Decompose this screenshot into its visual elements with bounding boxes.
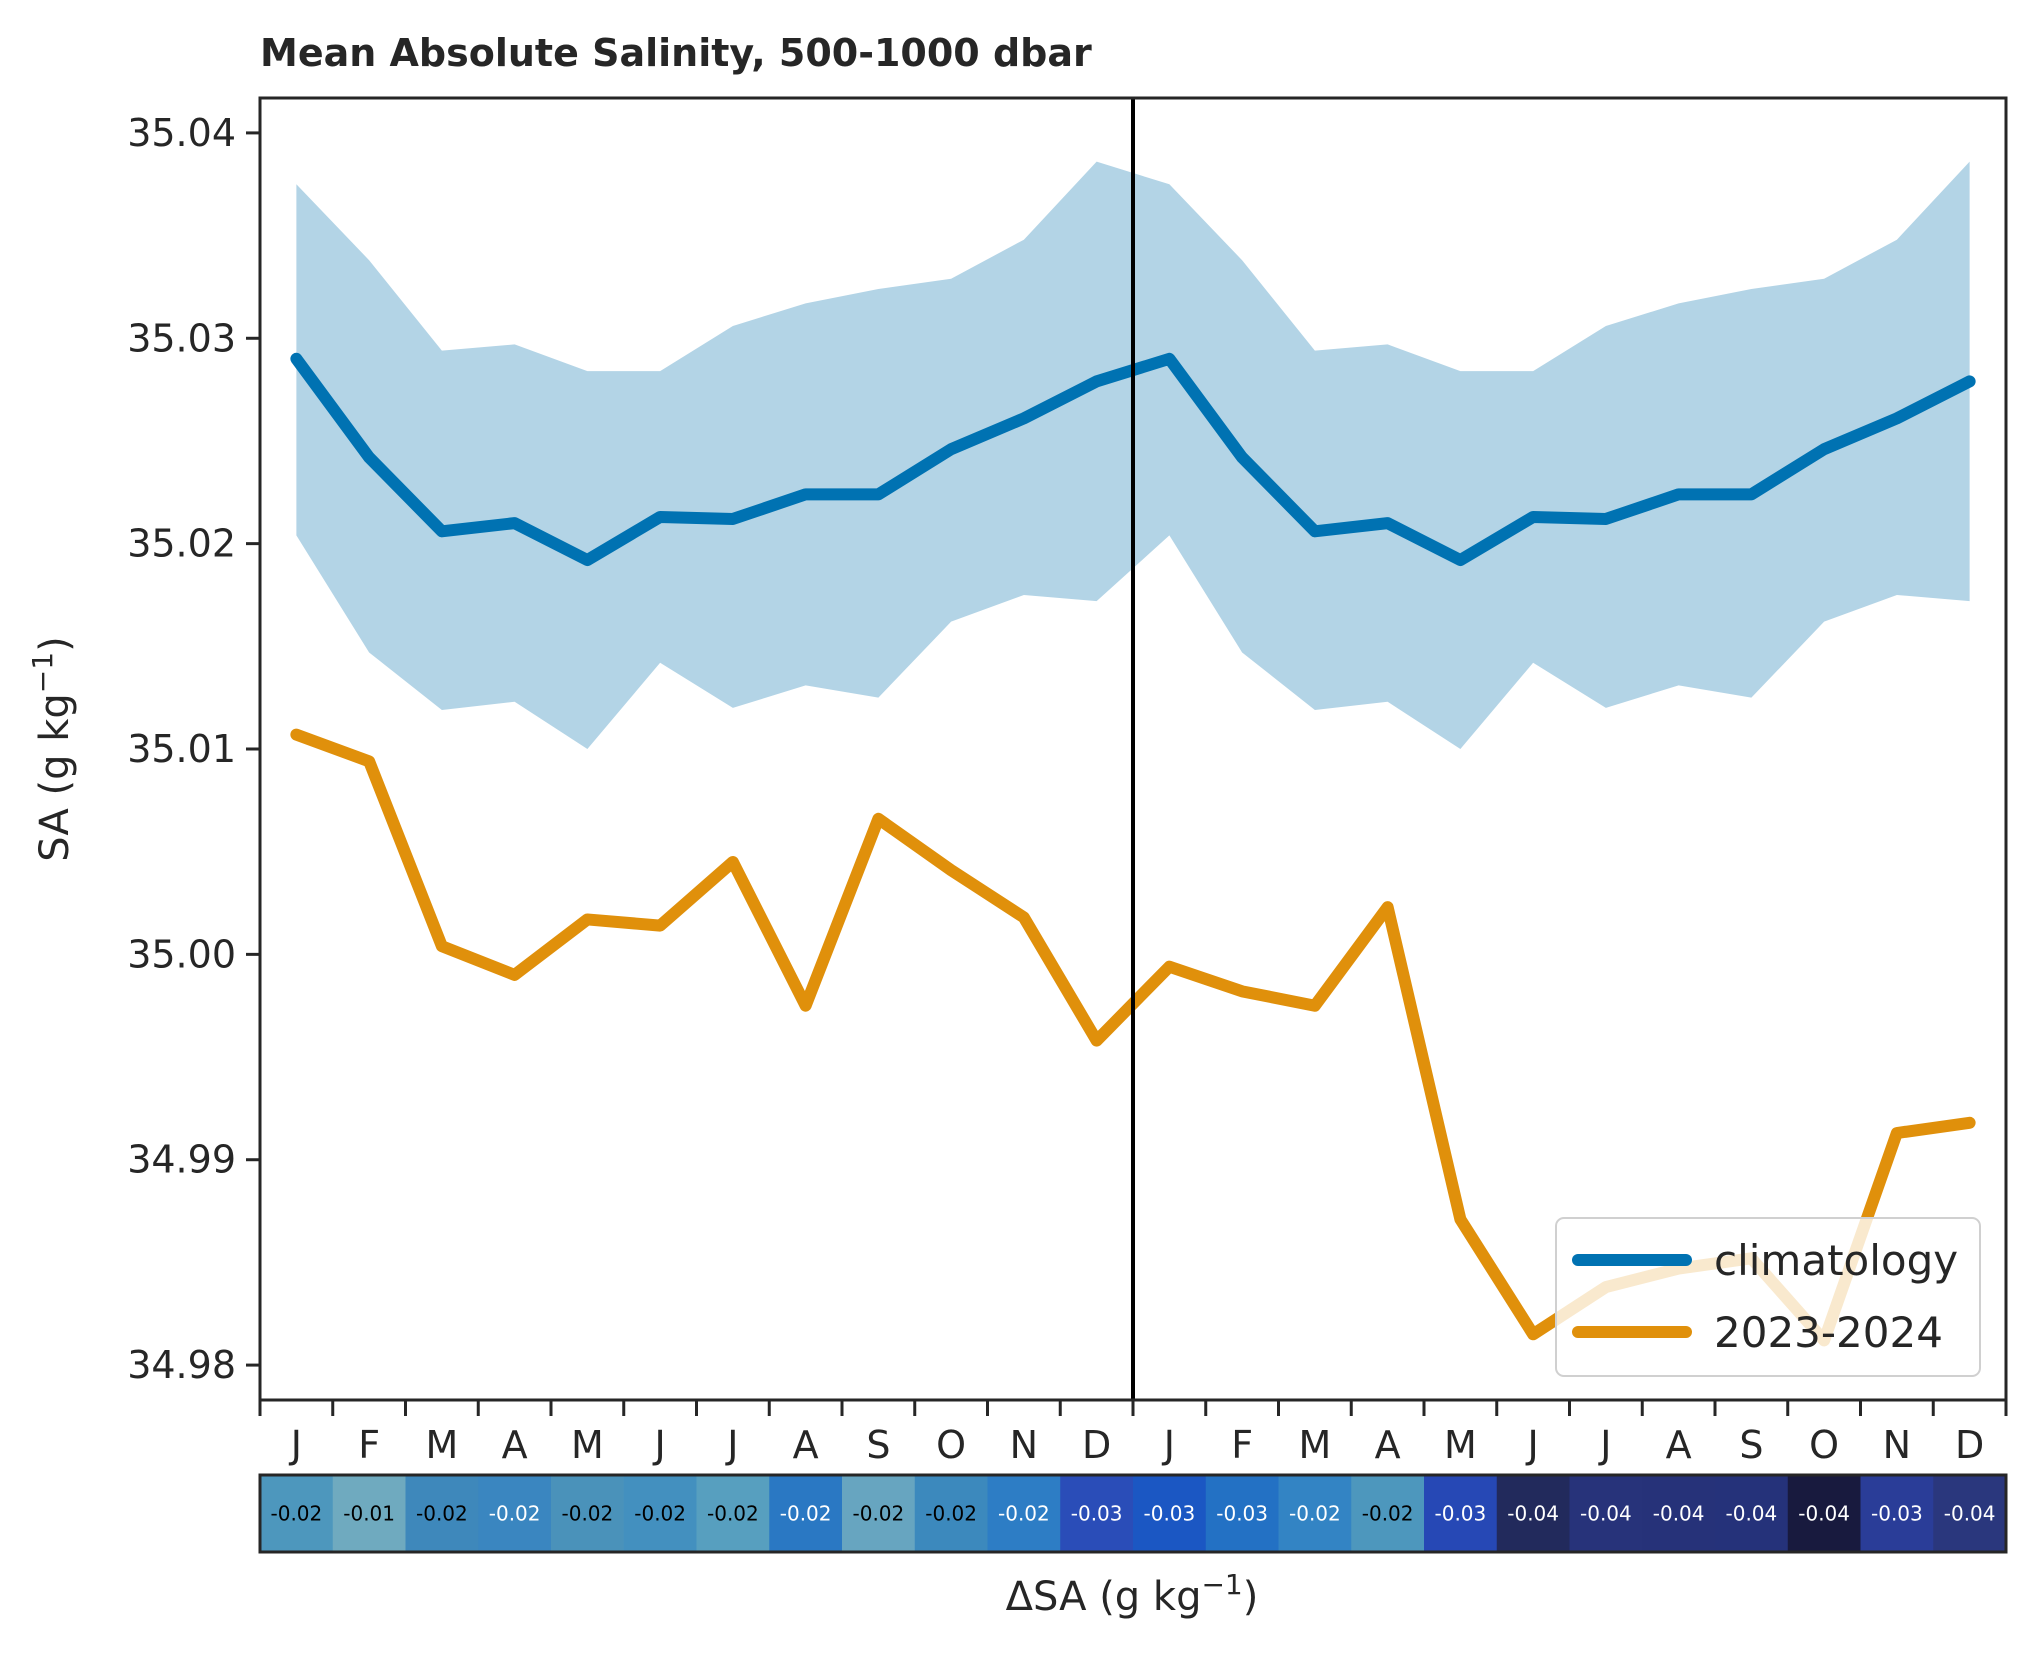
y-tick-label: 35.00: [127, 932, 236, 976]
x-tick-label: M: [571, 1423, 604, 1467]
delta-cell-label: -0.02: [925, 1502, 977, 1526]
delta-axis-label-superscript: −1: [1201, 1568, 1242, 1601]
legend-label: 2023-2024: [1714, 1308, 1943, 1357]
y-axis: 34.98 34.99 35.00 35.01 35.02 35.03 35.04: [127, 111, 260, 1387]
x-tick-label: J: [289, 1423, 302, 1467]
delta-cell: [1205, 1475, 1279, 1552]
x-tick-label: M: [1444, 1423, 1477, 1467]
delta-cell: [769, 1475, 843, 1552]
delta-cell-label: -0.02: [271, 1502, 323, 1526]
x-tick-label: A: [1375, 1423, 1401, 1467]
x-tick-label: M: [1298, 1423, 1331, 1467]
delta-cell: [1496, 1475, 1570, 1552]
delta-cell-label: -0.03: [1435, 1502, 1487, 1526]
y-tick-label: 35.02: [127, 522, 236, 566]
delta-axis-label-base: ΔSA (g kg: [1006, 1574, 1202, 1620]
x-tick-label: N: [1010, 1423, 1038, 1467]
delta-cell: [551, 1475, 625, 1552]
delta-axis-label: ΔSA (g kg−1): [1006, 1568, 1259, 1620]
legend-items: climatology 2023-2024: [1572, 1236, 1958, 1357]
x-tick-label: A: [1666, 1423, 1692, 1467]
delta-cell: [1933, 1475, 2007, 1552]
delta-strip-frame: [258, 1473, 2008, 1554]
x-tick-label: J: [1162, 1423, 1175, 1467]
delta-cell: [1569, 1475, 1643, 1552]
delta-cell: [478, 1475, 552, 1552]
x-tick-label: D: [1082, 1423, 1111, 1467]
delta-cell-label: -0.02: [562, 1502, 614, 1526]
delta-cell: [260, 1475, 334, 1552]
x-tick-label: A: [502, 1423, 528, 1467]
delta-cell: [696, 1475, 770, 1552]
x-tick-label: A: [793, 1423, 819, 1467]
x-tick-label: D: [1955, 1423, 1984, 1467]
delta-cell: [1133, 1475, 1207, 1552]
delta-cell: [1642, 1475, 1716, 1552]
delta-cell-label: -0.02: [780, 1502, 832, 1526]
delta-cell: [1424, 1475, 1498, 1552]
delta-cell: [332, 1475, 406, 1552]
x-tick-label: J: [725, 1423, 738, 1467]
delta-cell: [1351, 1475, 1425, 1552]
delta-cell: [1060, 1475, 1134, 1552]
x-tick-label: J: [653, 1423, 666, 1467]
x-tick-label: M: [425, 1423, 458, 1467]
delta-cell-label: -0.04: [1944, 1502, 1996, 1526]
delta-cell: [623, 1475, 697, 1552]
y-axis-label: SA (g kg−1): [26, 636, 78, 861]
x-tick-label: F: [1231, 1423, 1253, 1467]
legend: climatology 2023-2024: [1555, 1217, 1981, 1377]
legend-label: climatology: [1714, 1236, 1958, 1285]
x-tick-label: J: [1526, 1423, 1539, 1467]
plot-area: [258, 96, 2008, 1402]
delta-cell-label: -0.02: [853, 1502, 905, 1526]
delta-cell-label: -0.03: [1871, 1502, 1923, 1526]
delta-cell-label: -0.03: [1216, 1502, 1268, 1526]
delta-cell-label: -0.04: [1798, 1502, 1850, 1526]
delta-cell-label: -0.02: [634, 1502, 686, 1526]
delta-cell-label: -0.02: [1362, 1502, 1414, 1526]
delta-cell-label: -0.02: [489, 1502, 541, 1526]
delta-cell: [1278, 1475, 1352, 1552]
delta-cell-label: -0.02: [707, 1502, 759, 1526]
delta-cell-label: -0.03: [1071, 1502, 1123, 1526]
delta-cell: [987, 1475, 1061, 1552]
x-tick-label: N: [1883, 1423, 1911, 1467]
x-tick-label: O: [936, 1423, 966, 1467]
delta-axis-label-end: ): [1243, 1574, 1259, 1620]
y-tick-label: 35.01: [127, 727, 236, 771]
delta-cell-label: -0.02: [998, 1502, 1050, 1526]
delta-cell: [405, 1475, 479, 1552]
delta-cell-label: -0.02: [416, 1502, 468, 1526]
delta-cell-label: -0.04: [1580, 1502, 1632, 1526]
x-tick-label: S: [866, 1423, 890, 1467]
y-axis-label-base: SA (g kg: [32, 693, 78, 861]
delta-cell: [1860, 1475, 1934, 1552]
y-tick-label: 34.98: [127, 1343, 236, 1387]
x-tick-label: F: [358, 1423, 380, 1467]
delta-cell-label: -0.04: [1507, 1502, 1559, 1526]
x-tick-label: S: [1739, 1423, 1763, 1467]
delta-strip: -0.02 -0.01 -0.02 -0.02 -0.02 -0.02 -0.02 -0.02…: [258, 1473, 2008, 1554]
delta-cell-label: -0.02: [1289, 1502, 1341, 1526]
delta-cell-label: -0.04: [1726, 1502, 1778, 1526]
delta-cell: [842, 1475, 916, 1552]
y-tick-label: 34.99: [127, 1138, 236, 1182]
delta-cell-label: -0.04: [1653, 1502, 1705, 1526]
delta-cell: [1787, 1475, 1861, 1552]
y-axis-label-superscript: −1: [26, 652, 59, 693]
x-tick-label: O: [1809, 1423, 1839, 1467]
chart-title: Mean Absolute Salinity, 500-1000 dbar: [260, 31, 1092, 75]
delta-cell-label: -0.01: [343, 1502, 395, 1526]
y-axis-label-end: ): [32, 636, 78, 652]
delta-cell-label: -0.03: [1144, 1502, 1196, 1526]
delta-cell: [1715, 1475, 1789, 1552]
y-tick-label: 35.03: [127, 316, 236, 360]
x-tick-label: J: [1598, 1423, 1611, 1467]
delta-cell: [914, 1475, 988, 1552]
y-tick-label: 35.04: [127, 111, 236, 155]
